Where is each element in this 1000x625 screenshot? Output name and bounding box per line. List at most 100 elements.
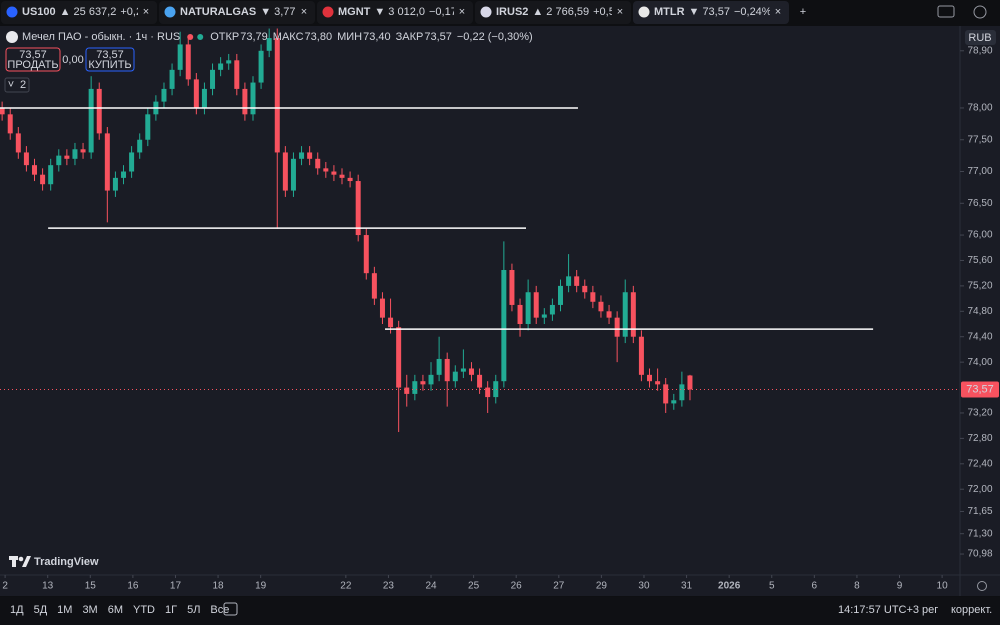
candle-body — [258, 50, 264, 83]
x-tick-label: 9 — [897, 581, 903, 592]
range-button[interactable]: 5Л — [187, 604, 200, 616]
settings-icon[interactable] — [977, 581, 987, 591]
candle-body — [428, 374, 434, 385]
tab-close[interactable]: × — [617, 6, 623, 18]
candle-body — [7, 114, 13, 134]
candle-body — [282, 152, 288, 191]
last-price-tag — [961, 381, 999, 398]
tab-close[interactable]: × — [301, 6, 307, 18]
candle-body — [323, 168, 329, 172]
x-tick-label: 6 — [812, 581, 818, 592]
y-tick-label: 75,60 — [967, 255, 992, 266]
range-button[interactable]: Все — [210, 604, 229, 616]
currency-button[interactable] — [965, 30, 996, 45]
account-icon[interactable] — [973, 5, 987, 19]
candle-body — [420, 381, 426, 385]
tab-close[interactable]: × — [775, 6, 781, 18]
sell-price: 73,57 — [19, 49, 47, 61]
candle-body — [468, 368, 474, 375]
market-status — [187, 34, 194, 40]
tab-content: US100 ▲25 637,2+0,24% — [6, 6, 138, 18]
range-button[interactable]: 6М — [108, 604, 123, 616]
candle-body — [566, 276, 572, 286]
y-tick-label: 71,30 — [967, 528, 992, 539]
ohlc-label: ОТКР — [210, 31, 239, 43]
new-tab-icon[interactable]: + — [800, 6, 806, 18]
tab[interactable] — [317, 1, 473, 24]
candle-body — [671, 400, 677, 404]
candle-body — [64, 155, 70, 159]
range-button[interactable]: 5Д — [34, 604, 48, 616]
tab-icon — [638, 6, 650, 18]
candle-body — [509, 270, 515, 305]
range-button[interactable]: 3М — [82, 604, 97, 616]
indicators-count: 2 — [20, 79, 26, 91]
layout-icon[interactable] — [937, 5, 955, 18]
range-button[interactable]: YTD — [133, 604, 155, 616]
date-range-icon[interactable] — [223, 602, 238, 616]
candle-body — [687, 375, 693, 390]
range-button[interactable]: 1М — [57, 604, 72, 616]
tab-price: 3 012,0 — [388, 6, 425, 18]
candle-body — [549, 304, 555, 315]
tab[interactable] — [159, 1, 315, 24]
candle-body — [15, 133, 21, 153]
candle-body — [210, 69, 216, 89]
y-tick-label: 76,00 — [967, 230, 992, 241]
x-tick-label: 24 — [425, 581, 437, 592]
ohlc-value: 73,80 — [305, 31, 333, 43]
tab-symbol: IRUS2 — [496, 6, 528, 18]
adjust[interactable]: коррект. — [951, 604, 992, 616]
x-tick-label: 31 — [681, 581, 693, 592]
candle-body — [404, 387, 410, 394]
sell-button[interactable] — [5, 47, 61, 72]
x-tick-label: 15 — [85, 581, 97, 592]
x-tick-label: 22 — [340, 581, 352, 592]
candle-body — [452, 371, 458, 382]
tab-price: 2 766,59 — [546, 6, 589, 18]
tab[interactable] — [475, 1, 631, 24]
tab-close[interactable]: × — [143, 6, 149, 18]
tab-arrow: ▼ — [260, 6, 271, 18]
candle-body — [371, 273, 377, 299]
x-tick-label: 19 — [255, 581, 267, 592]
tab-close[interactable]: × — [459, 6, 465, 18]
candle-body — [444, 358, 450, 382]
x-tick-label: 25 — [468, 581, 480, 592]
range-button[interactable]: 1Г — [165, 604, 177, 616]
buy-button[interactable] — [85, 47, 135, 72]
candle-body — [145, 114, 151, 140]
y-tick-label: 72,40 — [967, 458, 992, 469]
candle-body — [299, 152, 305, 159]
candle-body — [574, 276, 580, 286]
candle-body — [274, 38, 280, 153]
candle-body — [590, 292, 596, 302]
tab-arrow: ▲ — [532, 6, 543, 18]
x-tick-label: 26 — [511, 581, 523, 592]
x-tick-label: 16 — [127, 581, 139, 592]
chart-area — [0, 26, 1000, 596]
indicators-toggle[interactable] — [4, 77, 30, 93]
tab[interactable] — [633, 1, 789, 24]
candle-body — [177, 44, 183, 70]
x-tick-label: 27 — [553, 581, 565, 592]
watermark: TradingView — [34, 556, 99, 568]
watermark-mark — [18, 556, 24, 562]
x-tick-label: 2 — [2, 581, 8, 592]
x-tick-label: 29 — [596, 581, 608, 592]
tab-change: −0,17% — [429, 6, 467, 18]
y-tick-label: 77,00 — [967, 166, 992, 177]
currency: RUB — [968, 32, 991, 44]
tab-icon — [6, 6, 18, 18]
candle-body — [598, 301, 604, 312]
y-tick-label: 70,98 — [967, 549, 992, 560]
candle-body — [169, 69, 175, 89]
session[interactable]: рег — [922, 604, 938, 616]
tab[interactable] — [1, 1, 157, 24]
y-tick-label: 76,50 — [967, 198, 992, 209]
candle-body — [121, 171, 127, 178]
y-tick-label: 71,65 — [967, 506, 992, 517]
range-button[interactable]: 1Д — [10, 604, 24, 616]
candle-body — [436, 358, 442, 375]
